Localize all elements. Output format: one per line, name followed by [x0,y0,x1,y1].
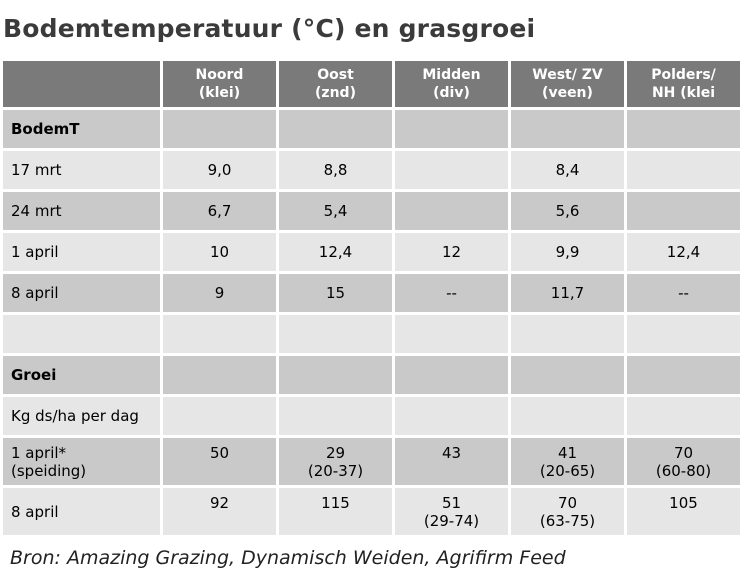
table-cell: 41 (20-65) [511,438,624,485]
table-row: 17 mrt 9,0 8,8 8,4 [3,151,740,189]
table-cell: 115 [279,488,392,535]
header-row: Noord (klei) Oost (znd) Midden (div) West/ … [3,61,740,107]
table-row: BodemT [3,110,740,148]
data-table: Noord (klei) Oost (znd) Midden (div) West/ … [0,58,743,538]
table-cell: -- [627,274,740,312]
table-cell: -- [395,274,508,312]
table-cell: 70 (63-75) [511,488,624,535]
table-cell [511,110,624,148]
table-cell: 8,8 [279,151,392,189]
table-cell [279,397,392,435]
column-header-west: West/ ZV (veen) [511,61,624,107]
table-cell [395,356,508,394]
table-cell: 10 [163,233,276,271]
table-cell [395,192,508,230]
row-label: 24 mrt [3,192,160,230]
column-header-midden: Midden (div) [395,61,508,107]
table-cell: 15 [279,274,392,312]
table-row: 1 april* (speiding) 50 29 (20-37) 43 41 (20… [3,438,740,485]
table-cell: 5,6 [511,192,624,230]
table-row: 8 april 9 15 -- 11,7 -- [3,274,740,312]
table-cell [395,315,508,353]
table-cell [627,315,740,353]
table-cell [511,315,624,353]
table-cell: 70 (60-80) [627,438,740,485]
table-cell: 92 [163,488,276,535]
section-label-bodemt: BodemT [3,110,160,148]
table-cell [163,110,276,148]
table-cell: 12,4 [627,233,740,271]
table-cell: 12,4 [279,233,392,271]
row-label: 17 mrt [3,151,160,189]
source-caption: Bron: Amazing Grazing, Dynamisch Weiden,… [10,547,566,569]
table-cell [279,356,392,394]
table-cell [395,110,508,148]
table-cell [627,151,740,189]
header-corner [3,61,160,107]
column-header-noord: Noord (klei) [163,61,276,107]
table-cell: 5,4 [279,192,392,230]
section-label-groei: Groei [3,356,160,394]
table-cell: 9,9 [511,233,624,271]
table-cell [627,356,740,394]
table-cell [279,315,392,353]
table-cell: 12 [395,233,508,271]
table-cell [395,151,508,189]
table-cell [627,192,740,230]
table-cell: 8,4 [511,151,624,189]
row-label: 8 april [3,274,160,312]
table-row: Kg ds/ha per dag [3,397,740,435]
table-cell: 9,0 [163,151,276,189]
table-cell: 51 (29-74) [395,488,508,535]
row-label: 8 april [3,488,160,535]
table-cell: 43 [395,438,508,485]
table-cell: 6,7 [163,192,276,230]
table-row: 8 april 92 115 51 (29-74) 70 (63-75) 105 [3,488,740,535]
table-cell: 50 [163,438,276,485]
column-header-oost: Oost (znd) [279,61,392,107]
table-row: 1 april 10 12,4 12 9,9 12,4 [3,233,740,271]
table-cell: 9 [163,274,276,312]
row-label: 1 april [3,233,160,271]
row-label: 1 april* (speiding) [3,438,160,485]
table-cell [3,315,160,353]
column-header-polders: Polders/NH (klei [627,61,740,107]
table-cell [163,356,276,394]
table-cell [163,397,276,435]
table-cell [279,110,392,148]
table-cell [163,315,276,353]
table-row: 24 mrt 6,7 5,4 5,6 [3,192,740,230]
table-cell [511,397,624,435]
table-cell [627,110,740,148]
page-title: Bodemtemperatuur (°C) en grasgroei [3,14,536,43]
table-cell: 105 [627,488,740,535]
table-row-empty [3,315,740,353]
table-cell [395,397,508,435]
table-row: Groei [3,356,740,394]
table-cell: 11,7 [511,274,624,312]
row-label: Kg ds/ha per dag [3,397,160,435]
table-cell: 29 (20-37) [279,438,392,485]
table-cell [511,356,624,394]
table-cell [627,397,740,435]
